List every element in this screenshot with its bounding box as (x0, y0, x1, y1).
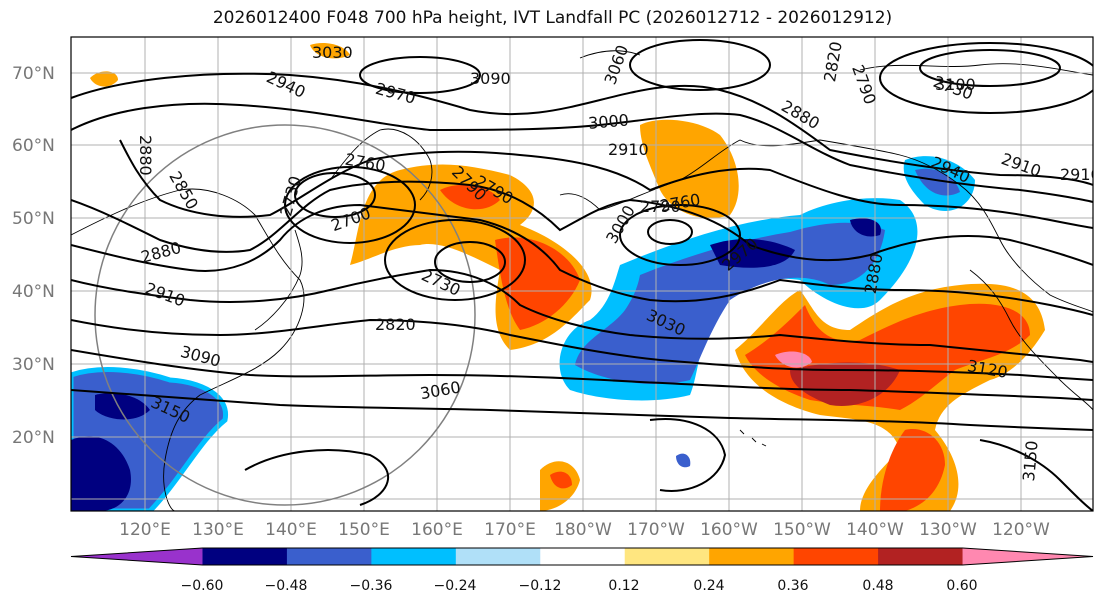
contour-label: 3150 (1019, 440, 1041, 482)
lon-label: 170°W (627, 520, 685, 540)
map-frame (70, 36, 1094, 512)
graticule (71, 37, 1093, 511)
lat-label: 50°N (12, 209, 55, 229)
lon-label: 140°E (265, 520, 317, 540)
lat-label: 60°N (12, 136, 55, 156)
colorbar-tick-label: 0.12 (608, 578, 639, 594)
colorbar-tick-label: 0.48 (862, 578, 893, 594)
contour-label: 3000 (587, 110, 629, 132)
colorbar-segment (202, 548, 288, 565)
colorbar-segment (371, 548, 457, 565)
contour-label: 2790 (640, 197, 681, 216)
landfall-region-circle (94, 124, 476, 506)
colorbar-segment (709, 548, 795, 565)
colorbar-tick-label: −0.12 (519, 578, 562, 594)
colorbar-segment (71, 548, 203, 565)
contour-label: 2820 (375, 315, 416, 334)
lat-label: 70°N (12, 64, 55, 84)
contour-label: 3030 (312, 43, 353, 62)
map-title: 2026012400 F048 700 hPa height, IVT Land… (212, 8, 893, 28)
colorbar-outline (70, 547, 1094, 566)
colorbar-segment (540, 548, 626, 565)
colorbar-segment (286, 548, 372, 565)
colorbar-segment (624, 548, 710, 565)
colorbar (70, 547, 1094, 566)
lon-label: 160°E (411, 520, 463, 540)
contour-label: 2880 (136, 135, 155, 176)
colorbar-tick-label: −0.60 (181, 578, 224, 594)
colorbar-tick-label: −0.48 (265, 578, 308, 594)
colorbar-tick-label: 0.24 (693, 578, 724, 594)
lon-label: 130°E (192, 520, 244, 540)
colorbar-tick-label: 0.36 (777, 578, 808, 594)
colorbar-segment (793, 548, 879, 565)
lon-label: 140°W (846, 520, 904, 540)
colorbar-tick-label: −0.24 (434, 578, 477, 594)
lon-label: 150°W (773, 520, 831, 540)
shading-layer (71, 43, 1045, 511)
contour-label: 2910 (608, 140, 649, 159)
colorbar-segment (962, 548, 1093, 565)
lon-label: 120°E (119, 520, 171, 540)
contour-label: 3100 (935, 75, 976, 94)
lon-label: 120°W (992, 520, 1050, 540)
lon-label: 180°W (554, 520, 612, 540)
latitude-labels: 70°N 60°N 50°N 40°N 30°N 20°N (12, 64, 55, 448)
colorbar-segment (455, 548, 541, 565)
height-contours (71, 39, 1093, 511)
colorbar-tick-label: −0.36 (350, 578, 393, 594)
lon-label: 150°E (338, 520, 390, 540)
contour-label: 2910 (1060, 165, 1101, 184)
lat-label: 20°N (12, 428, 55, 448)
lon-label: 130°W (919, 520, 977, 540)
colorbar-segment (878, 548, 964, 565)
lon-label: 170°E (484, 520, 536, 540)
colorbar-tick-labels: −0.60 −0.48 −0.36 −0.24 −0.12 0.12 0.24 … (181, 578, 978, 594)
colorbar-tick-label: 0.60 (946, 578, 977, 594)
lat-label: 30°N (12, 355, 55, 375)
lat-label: 40°N (12, 282, 55, 302)
contour-label: 3090 (470, 69, 511, 88)
longitude-labels: 120°E 130°E 140°E 150°E 160°E 170°E 180°… (119, 520, 1050, 540)
lon-label: 160°W (700, 520, 758, 540)
